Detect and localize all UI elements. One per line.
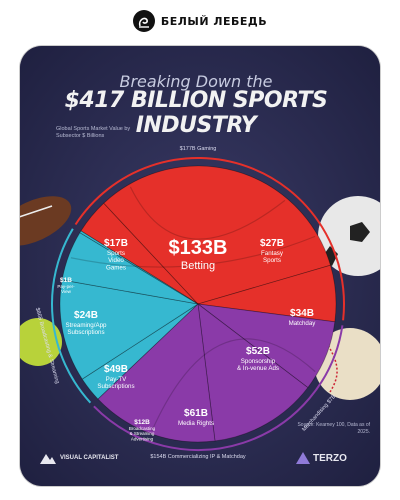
pie-slice-fantasy-sports — [197, 264, 337, 323]
brand-logo: БЕЛЫЙ ЛЕБЕДЬ — [130, 4, 270, 38]
brand-left-text: VISUAL CAPITALIST — [60, 454, 119, 461]
group-ring-broadcasting-streaming — [51, 228, 92, 404]
slice-name-label: Media Rights — [178, 420, 214, 427]
group-label-broadcasting-streaming: $86B Broadcasting & Streaming — [34, 307, 60, 384]
slice-name-label: Pay-TV Subscriptions — [97, 376, 134, 390]
slice-value-label: $34B — [290, 308, 314, 319]
group-ring-commercializing-ip-matchday — [93, 325, 344, 451]
source-note: Source: Kearney 100, Data as of 2025. — [297, 422, 370, 435]
seam-line — [151, 338, 316, 432]
slice-value-label: $17B — [104, 238, 128, 249]
slice-name-label: Broadcasting & Streaming Advertising — [129, 426, 156, 441]
chart-subtitle: Global Sports Market Value by Subsector … — [56, 126, 131, 139]
slice-name-label: Streaming/App Subscriptions — [66, 322, 107, 336]
baseball-decor — [314, 328, 380, 400]
seam-line — [70, 235, 316, 268]
terzo-logo: TERZO — [296, 452, 347, 464]
slice-value-label: $27B — [260, 238, 284, 249]
slice-value-label: $133B — [169, 237, 228, 259]
ball-seams — [70, 186, 316, 432]
pie-slice-betting — [103, 165, 331, 305]
pie-slice-broadcasting-streaming-advertising — [81, 303, 199, 400]
slice-name-label: Matchday — [289, 320, 317, 327]
chart-title-top: Breaking Down the — [119, 72, 273, 91]
vc-mountain-icon — [40, 454, 56, 464]
slice-value-label: $49B — [104, 364, 128, 375]
logo-text: БЕЛЫЙ ЛЕБЕДЬ — [160, 14, 268, 28]
pie-slice-media-rights — [97, 303, 216, 443]
pie-slice-sponsorship-in-venue-ads — [197, 303, 309, 442]
terzo-icon — [296, 452, 310, 464]
slice-value-label: $61B — [184, 408, 208, 419]
pie-slice-sports-video-games — [80, 202, 199, 305]
tennis-ball-decor — [20, 318, 62, 366]
visual-capitalist-logo: VISUAL CAPITALIST — [40, 452, 120, 464]
pie-slice-matchday — [196, 303, 336, 389]
pie-slice-streaming-app-subscriptions — [61, 232, 199, 305]
brand-right-text: TERZO — [313, 452, 347, 464]
pie-slice-pay-per-view — [79, 230, 199, 305]
group-label-gaming: $177B Gaming — [180, 146, 217, 152]
slice-value-label: $1B — [60, 277, 72, 284]
slice-name-label: Sports Video Games — [106, 250, 126, 271]
slice-value-label: $24B — [74, 310, 98, 321]
pie-slice-pay-tv-subscriptions — [59, 279, 200, 380]
infographic-card: $133B Betting $17B Sports Video Games $27B Fant… — [20, 46, 380, 486]
chart-title: $417 BILLION SPORTS INDUSTRY — [64, 88, 328, 138]
slice-name-label: Sponsorship & In-venue Ads — [237, 358, 279, 372]
slice-name-label: Fantasy Sports — [261, 250, 284, 264]
football-decor — [20, 196, 72, 246]
group-label-commercializing-ip-matchday: $154B Commercializing IP & Matchday — [150, 454, 246, 460]
soccer-ball-decor — [318, 196, 380, 276]
slice-value-label: $12B — [134, 419, 150, 426]
swan-icon — [132, 10, 155, 32]
group-ring-gaming — [74, 157, 345, 321]
slice-value-label: $52B — [246, 346, 270, 357]
slice-name-label: Pay-per-View — [57, 284, 75, 294]
slice-name-label: Betting — [181, 260, 215, 272]
seam-line — [129, 186, 286, 240]
